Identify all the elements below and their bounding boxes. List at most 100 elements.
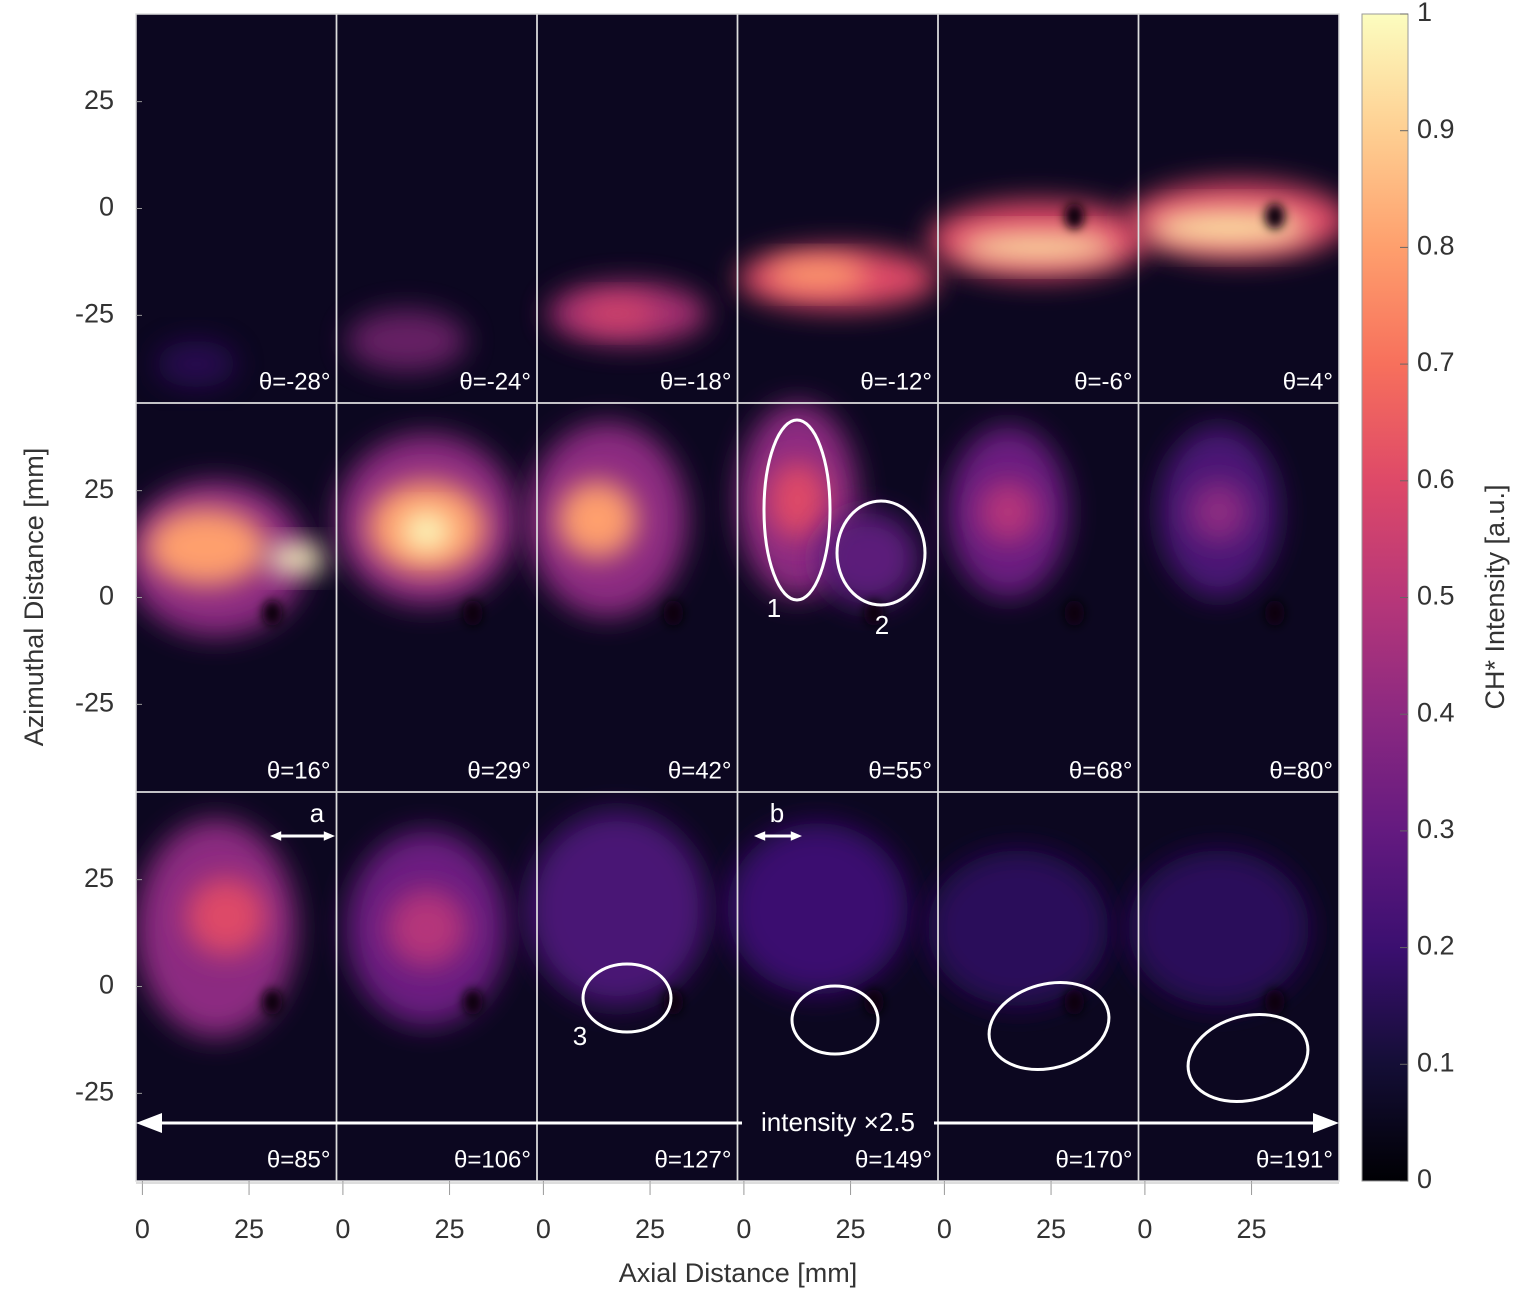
intensity-blob [266, 543, 327, 575]
panel-label: θ=106° [454, 1146, 531, 1173]
intensity-blob [817, 511, 918, 606]
x-tick-label: 25 [1237, 1214, 1267, 1244]
panel-label: θ=-28° [259, 368, 331, 395]
intensity-blob [1188, 480, 1249, 544]
y-tick-label: 0 [99, 192, 114, 222]
y-tick-label: 0 [99, 581, 114, 611]
x-tick-label: 0 [536, 1214, 551, 1244]
y-tick-label: -25 [75, 687, 114, 717]
heatmaps [136, 181, 1339, 1038]
panel-label: θ=42° [668, 757, 732, 784]
panel-label: θ=170° [1055, 1146, 1132, 1173]
colorbar-tick-label: 0.9 [1417, 114, 1455, 144]
panel-label: θ=191° [1256, 1146, 1333, 1173]
y-tick-label: 25 [84, 863, 114, 893]
y-tick-label: -25 [75, 298, 114, 328]
y-tick-label: 25 [84, 85, 114, 115]
panel-label: θ=68° [1069, 757, 1133, 784]
panel-label: θ=-18° [660, 368, 732, 395]
colorbar-tick-label: 0.5 [1417, 581, 1455, 611]
dark-spot [1264, 203, 1285, 230]
panel-label: θ=55° [868, 757, 932, 784]
dark-spot [462, 600, 483, 627]
intensity-blob [146, 508, 267, 586]
region-label: 1 [767, 593, 781, 623]
x-tick-label: 25 [1036, 1214, 1066, 1244]
dark-spot [863, 989, 884, 1016]
region-outline [835, 499, 927, 607]
dark-spot [262, 600, 283, 627]
intensity-blob [156, 340, 237, 388]
region-outline [987, 980, 1111, 1072]
colorbar-tick-label: 0.8 [1417, 231, 1455, 261]
panel-label: θ=127° [654, 1146, 731, 1173]
panel-label: θ=4° [1283, 368, 1333, 395]
intensity-blob [402, 511, 451, 551]
colorbar-tick-label: 0.6 [1417, 464, 1455, 494]
y-tick-label: 0 [99, 970, 114, 1000]
y-axis-label: Azimuthal Distance [mm] [19, 448, 49, 747]
colorbar-tick-label: 0.3 [1417, 814, 1455, 844]
dark-spot [1264, 989, 1285, 1016]
dark-spot [1064, 989, 1085, 1016]
x-tick-label: 25 [435, 1214, 465, 1244]
panel-label: θ=-6° [1074, 368, 1132, 395]
intensity-blob [577, 297, 658, 330]
dark-spot [1064, 600, 1085, 627]
arrow-label: b [770, 798, 784, 828]
dark-spot [462, 989, 483, 1016]
arrow-head [754, 831, 802, 841]
region-outline [1186, 1012, 1310, 1104]
x-tick-label: 0 [335, 1214, 350, 1244]
intensity-blob [346, 309, 467, 372]
x-tick-label: 25 [635, 1214, 665, 1244]
intensity-blob [958, 231, 1119, 263]
panel-label: θ=16° [267, 757, 331, 784]
x-axis-label: Axial Distance [mm] [619, 1258, 858, 1288]
intensity-blob [767, 461, 828, 540]
intensity-blob [978, 480, 1039, 544]
intensity-blob [1148, 208, 1309, 248]
colorbar-tick-label: 0.7 [1417, 347, 1455, 377]
x-tick-label: 0 [135, 1214, 150, 1244]
panel-label: θ=-12° [860, 368, 932, 395]
dark-spot [1064, 203, 1085, 230]
intensity-blob [557, 480, 638, 559]
colorbar-tick-label: 0 [1417, 1164, 1432, 1194]
intensity-blob [386, 889, 467, 968]
y-tick-label: 25 [84, 474, 114, 504]
intensity-blob [186, 877, 267, 956]
x-tick-label: 0 [736, 1214, 751, 1244]
intensity-blob [526, 811, 708, 1006]
intensity-blob [727, 823, 908, 995]
dark-spot [663, 600, 684, 627]
region-outline [581, 962, 673, 1034]
scale-note: intensity ×2.5 [761, 1107, 915, 1137]
panel-frame [1137, 791, 1340, 1182]
intensity-blob [767, 259, 868, 291]
colorbar-tick-label: 1 [1417, 0, 1432, 27]
arrow-label: a [310, 798, 325, 828]
intensity-blob [927, 850, 1109, 1006]
intensity-blob [1128, 850, 1309, 1006]
region-label: 3 [573, 1021, 587, 1051]
region-outline [790, 984, 880, 1056]
panel-label: θ=85° [267, 1146, 331, 1173]
dark-spot [863, 600, 884, 627]
x-tick-label: 25 [836, 1214, 866, 1244]
colorbar-label: CH* Intensity [a.u.] [1480, 484, 1510, 709]
overlay: θ=-28° θ=-24° θ=-18° θ=-12° θ=-6° θ=4° θ=16° θ=… [135, 13, 1340, 1182]
colorbar-tick-label: 0.1 [1417, 1047, 1455, 1077]
dark-spot [1264, 600, 1285, 627]
panel-label: θ=29° [467, 757, 531, 784]
x-tick-label: 0 [937, 1214, 952, 1244]
panel-label: θ=149° [855, 1146, 932, 1173]
colorbar-tick-label: 0.4 [1417, 697, 1455, 727]
panel-label: θ=80° [1269, 757, 1333, 784]
colorbar-tick-label: 0.2 [1417, 931, 1455, 961]
x-tick-label: 25 [234, 1214, 264, 1244]
region-label: 2 [875, 610, 889, 640]
region-outline [762, 418, 832, 602]
x-tick-label: 0 [1137, 1214, 1152, 1244]
